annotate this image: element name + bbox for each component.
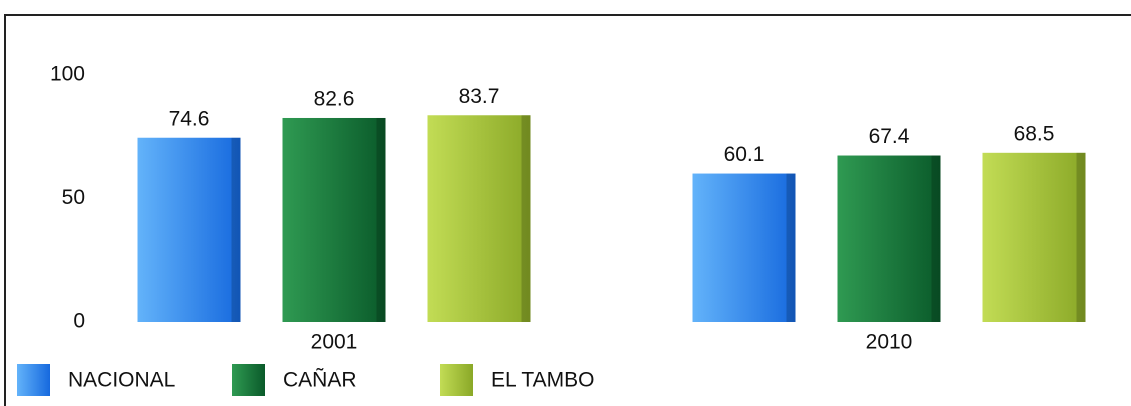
legend-swatch	[17, 364, 50, 396]
bar-edge	[521, 115, 531, 322]
bar-edge	[376, 117, 386, 322]
frame	[4, 14, 1131, 406]
bar-edge	[1076, 152, 1086, 322]
bar-edge	[786, 173, 796, 322]
y-tick-label: 50	[62, 186, 85, 209]
bar	[982, 152, 1086, 322]
legend-label: NACIONAL	[68, 369, 175, 392]
data-label: 68.5	[1014, 122, 1055, 145]
bar-edge	[931, 155, 941, 322]
data-label: 67.4	[869, 125, 910, 148]
data-label: 83.7	[459, 85, 500, 108]
x-tick-label: 2001	[311, 331, 358, 354]
bar	[692, 173, 796, 322]
data-label: 60.1	[724, 143, 765, 166]
bar	[837, 155, 941, 322]
legend-label: CAÑAR	[283, 368, 357, 392]
legend-swatch	[232, 364, 265, 396]
bar	[137, 137, 241, 322]
data-label: 82.6	[314, 88, 355, 111]
x-tick-label: 2010	[866, 331, 913, 354]
bar-edge	[231, 137, 241, 322]
legend-swatch	[440, 364, 473, 396]
y-tick-label: 100	[50, 63, 85, 86]
bar	[427, 115, 531, 322]
y-tick-label: 0	[73, 310, 85, 333]
data-label: 74.6	[169, 107, 210, 130]
bar	[282, 117, 386, 322]
legend-label: EL TAMBO	[491, 369, 594, 392]
